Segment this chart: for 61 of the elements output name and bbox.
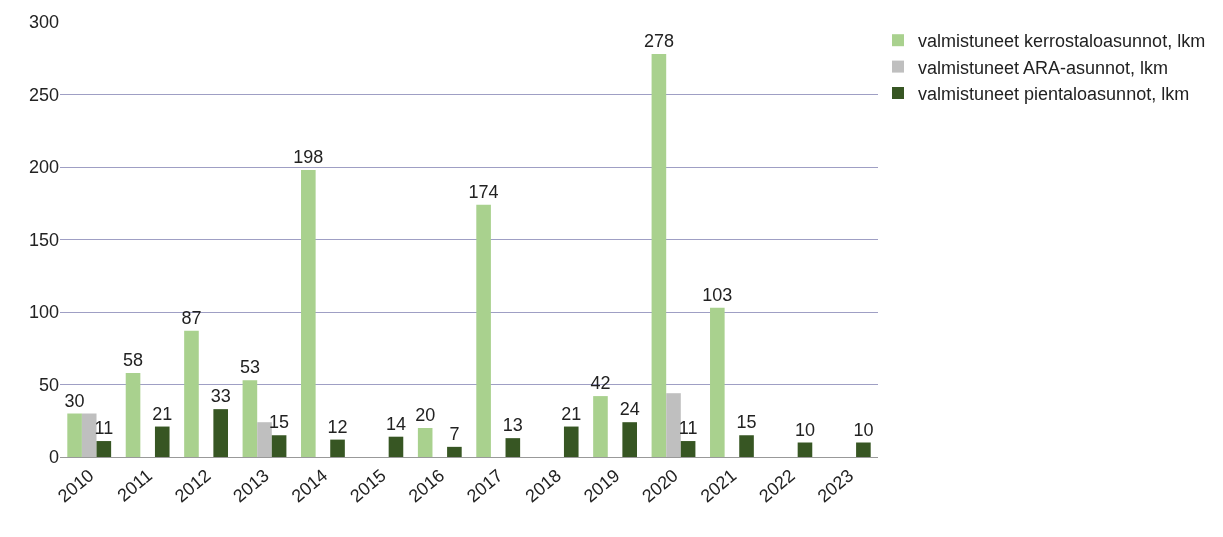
data-label: 20 [415,405,436,425]
y-tick-label: 150 [28,229,59,250]
data-label: 15 [736,412,757,433]
bar [96,441,112,457]
bar [388,436,404,457]
data-label: 21 [152,403,173,424]
bar [213,409,228,457]
data-label: 10 [794,419,815,440]
legend-label: valmistuneet kerrostaloasunnot, lkm [918,31,1206,52]
data-label: 53 [239,357,260,378]
bar [563,426,579,457]
data-label: 103 [702,284,733,305]
data-label: 15 [269,412,290,433]
data-label: 13 [502,415,523,436]
bar [666,393,681,457]
bar [81,413,97,457]
bar [184,330,199,457]
data-label: 198 [293,146,324,167]
y-tick-label: 200 [28,157,59,178]
data-label: 278 [643,30,674,51]
bar [593,396,608,457]
data-label: 11 [94,418,114,439]
bar [476,204,491,457]
bar [447,446,462,457]
y-tick-label: 50 [38,374,59,395]
data-label: 58 [123,349,144,370]
data-label: 21 [561,403,582,424]
data-label: 10 [853,419,874,440]
bar [856,442,871,457]
data-label: 174 [468,181,499,202]
data-label: 33 [210,386,231,407]
bar [154,426,170,457]
data-label: 11 [678,418,698,439]
y-tick-label: 0 [48,447,59,468]
data-label: 12 [327,416,348,437]
bar [739,435,754,457]
y-tick-label: 100 [28,302,59,323]
bar [301,169,316,457]
data-label: 87 [181,307,202,328]
legend-label: valmistuneet pientaloasunnot, lkm [918,84,1190,105]
bar [330,439,345,457]
bar [257,422,272,457]
data-label: 42 [590,373,611,394]
bar [622,422,637,457]
y-tick-label: 250 [28,84,59,105]
data-label: 24 [619,399,640,420]
data-label: 30 [64,390,85,411]
bar [417,428,433,457]
bar [125,372,141,457]
y-tick-label: 300 [28,12,59,33]
legend-label: valmistuneet ARA-asunnot, lkm [918,57,1169,78]
bar [797,442,813,457]
bar [271,435,287,457]
bar [710,307,725,457]
data-label: 7 [449,423,460,444]
data-label: 14 [385,413,406,434]
bar [651,53,667,457]
bar [680,441,696,457]
bar [242,380,258,457]
bar [505,438,521,457]
bar [67,413,82,457]
